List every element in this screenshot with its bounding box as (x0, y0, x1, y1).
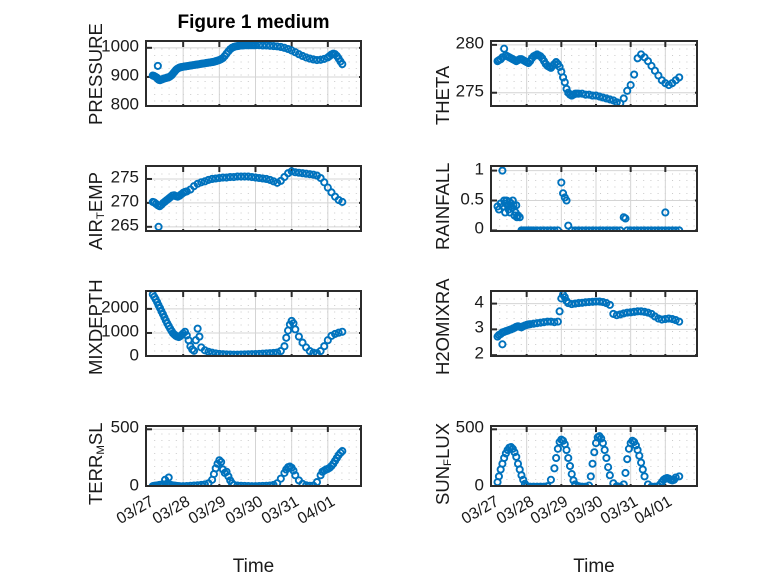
ylabel-mixdepth: MIXDEPTH (85, 279, 106, 375)
ytick-label-theta-0: 275 (455, 81, 484, 101)
data-series-mixdepth (148, 292, 347, 355)
ytick-label-air_temp-1: 270 (110, 191, 139, 211)
ylabel-terr_msl: TERRMSL (85, 422, 108, 505)
ylabel-sun_flux: SUNFLUX (432, 422, 455, 505)
data-series-sun_flux (493, 432, 684, 485)
data-series-rainfall (493, 167, 684, 230)
ytick-label-mixdepth-1: 1000 (101, 321, 139, 341)
ytick-label-rainfall-2: 1 (474, 159, 484, 179)
ytick-label-h2omixra-1: 3 (474, 317, 484, 337)
ytick-label-rainfall-0: 0 (474, 218, 484, 238)
data-series-air_temp (148, 167, 347, 230)
ylabel-rainfall: RAINFALL (432, 162, 453, 250)
ytick-label-h2omixra-2: 4 (474, 292, 484, 312)
plot-axes-mixdepth (145, 290, 362, 357)
ytick-label-pressure-0: 800 (110, 94, 139, 114)
plot-axes-sun_flux (490, 425, 698, 487)
ytick-label-pressure-1: 900 (110, 65, 139, 85)
xlabel-col1: Time (573, 556, 615, 577)
plot-axes-terr_msl (145, 425, 362, 487)
xlabel-col0: Time (232, 556, 275, 577)
data-series-pressure (148, 42, 347, 85)
plot-axes-air_temp (145, 165, 362, 232)
ytick-label-air_temp-2: 275 (110, 167, 139, 187)
plot-axes-h2omixra (490, 290, 698, 357)
data-series-h2omixra (493, 292, 684, 349)
plot-axes-theta (490, 40, 698, 107)
ylabel-theta: THETA (432, 65, 453, 125)
ylabel-air_temp: AIRTEMP (85, 172, 108, 250)
ytick-label-theta-1: 280 (455, 33, 484, 53)
ytick-label-sun_flux-0: 0 (474, 475, 484, 495)
ytick-label-mixdepth-2: 2000 (101, 297, 139, 317)
ytick-label-sun_flux-1: 500 (455, 417, 484, 437)
ylabel-h2omixra: H2OMIXRA (432, 278, 453, 375)
ytick-label-terr_msl-0: 0 (129, 475, 139, 495)
figure-title: Figure 1 medium (177, 12, 330, 33)
ytick-label-air_temp-0: 265 (110, 215, 139, 235)
ytick-label-h2omixra-0: 2 (474, 343, 484, 363)
ytick-label-mixdepth-0: 0 (129, 345, 139, 365)
ylabel-pressure: PRESSURE (85, 23, 106, 125)
data-series-terr_msl (148, 447, 347, 485)
plot-axes-rainfall (490, 165, 698, 232)
ytick-label-pressure-2: 1000 (101, 36, 139, 56)
data-series-theta (493, 44, 684, 105)
ytick-label-rainfall-1: 0.5 (460, 189, 484, 208)
plot-axes-pressure (145, 40, 362, 107)
ytick-label-terr_msl-1: 500 (110, 417, 139, 437)
